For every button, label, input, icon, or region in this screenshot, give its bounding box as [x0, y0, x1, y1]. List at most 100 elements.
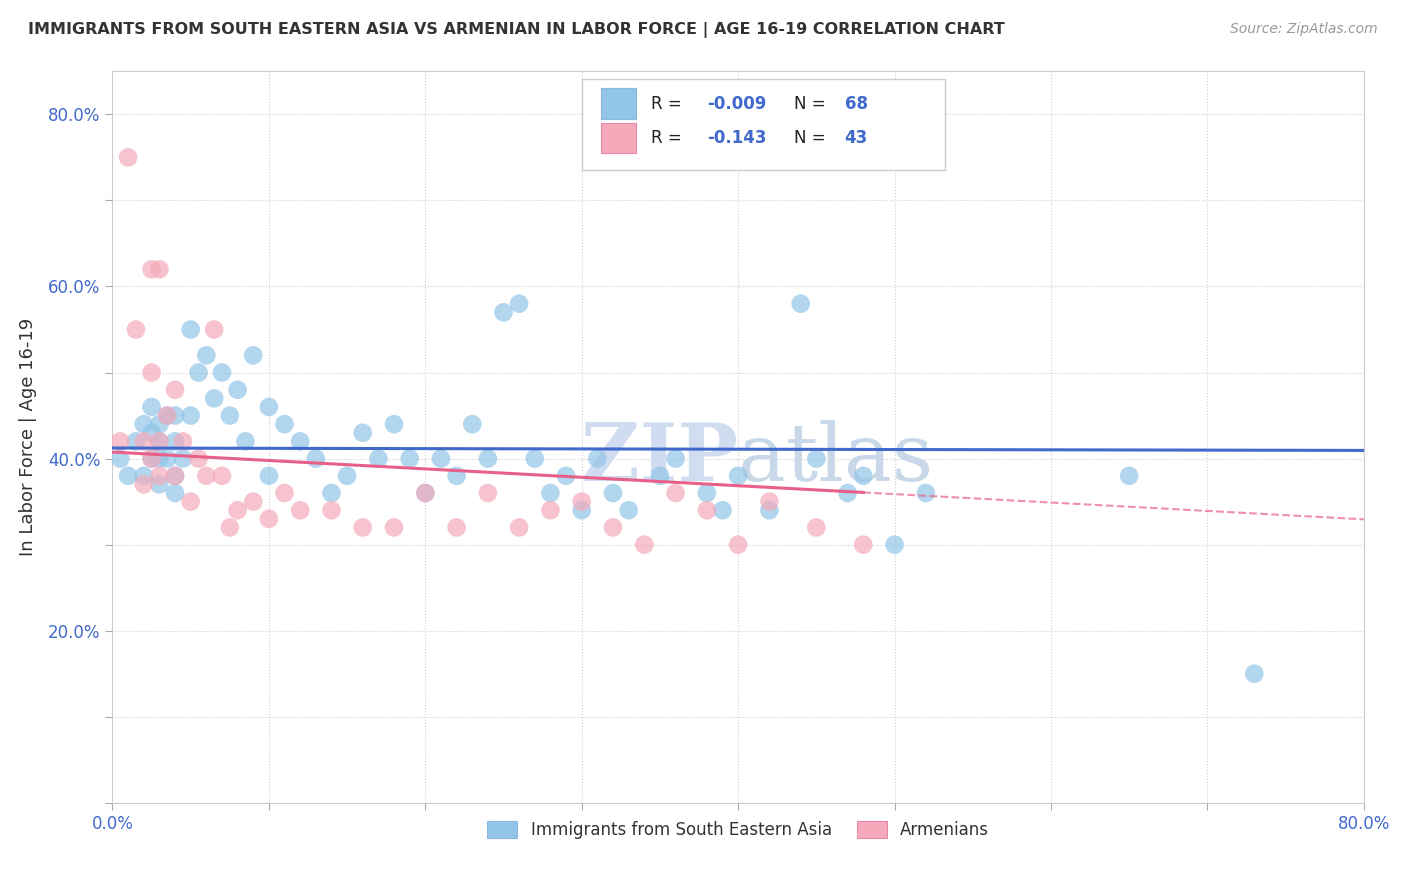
Point [696, 486, 718, 500]
Point [540, 486, 562, 500]
Point [125, 322, 148, 336]
Point [852, 468, 875, 483]
Point [242, 494, 264, 508]
Point [711, 503, 734, 517]
Point [382, 417, 405, 432]
Point [156, 409, 179, 423]
Point [555, 468, 578, 483]
Legend: Immigrants from South Eastern Asia, Armenians: Immigrants from South Eastern Asia, Arme… [481, 814, 995, 846]
Point [195, 348, 218, 362]
Text: N =: N = [794, 95, 831, 112]
Point [180, 409, 202, 423]
Point [696, 503, 718, 517]
Point [273, 486, 295, 500]
Point [180, 494, 202, 508]
Point [132, 417, 155, 432]
Point [141, 366, 163, 380]
Point [727, 538, 749, 552]
Point [257, 512, 280, 526]
Point [382, 520, 405, 534]
Point [883, 538, 905, 552]
Point [806, 520, 828, 534]
FancyBboxPatch shape [582, 78, 945, 170]
Point [446, 520, 468, 534]
Point [477, 451, 499, 466]
Text: -0.009: -0.009 [707, 95, 766, 112]
Point [305, 451, 328, 466]
Point [617, 503, 640, 517]
Point [117, 468, 139, 483]
Point [290, 434, 312, 449]
Point [132, 477, 155, 491]
Point [571, 494, 593, 508]
Point [148, 262, 170, 277]
Point [163, 468, 186, 483]
Point [110, 434, 132, 449]
Point [290, 503, 312, 517]
Point [352, 425, 374, 440]
Point [242, 348, 264, 362]
Point [163, 409, 186, 423]
Point [202, 392, 225, 406]
Point [125, 434, 148, 449]
Point [257, 468, 280, 483]
Point [664, 451, 686, 466]
Point [235, 434, 257, 449]
Point [202, 322, 225, 336]
Point [148, 417, 170, 432]
Point [508, 296, 530, 310]
Point [273, 417, 295, 432]
Point [790, 296, 813, 310]
Text: N =: N = [794, 129, 831, 147]
Point [148, 434, 170, 449]
Point [226, 383, 249, 397]
Point [148, 434, 170, 449]
Point [758, 494, 780, 508]
Text: R =: R = [651, 129, 686, 147]
Point [163, 434, 186, 449]
Point [571, 503, 593, 517]
Point [148, 468, 170, 483]
Point [806, 451, 828, 466]
Point [110, 451, 132, 466]
Point [172, 451, 194, 466]
Point [257, 400, 280, 414]
Point [163, 383, 186, 397]
Point [398, 451, 420, 466]
Point [415, 486, 437, 500]
Point [141, 262, 163, 277]
Point [1243, 666, 1265, 681]
Text: -0.143: -0.143 [707, 129, 766, 147]
Point [163, 468, 186, 483]
FancyBboxPatch shape [600, 88, 636, 119]
Point [523, 451, 546, 466]
Point [141, 451, 163, 466]
Point [172, 434, 194, 449]
Point [132, 468, 155, 483]
Point [226, 503, 249, 517]
Point [141, 400, 163, 414]
Point [837, 486, 859, 500]
Point [602, 520, 624, 534]
Point [148, 477, 170, 491]
Point [211, 366, 233, 380]
Point [586, 451, 609, 466]
Text: 68: 68 [845, 95, 868, 112]
Point [321, 503, 343, 517]
Point [148, 451, 170, 466]
Point [1118, 468, 1140, 483]
Point [180, 322, 202, 336]
Point [633, 538, 655, 552]
Point [602, 486, 624, 500]
Point [336, 468, 359, 483]
Point [648, 468, 671, 483]
Point [218, 409, 240, 423]
Point [156, 409, 179, 423]
Point [446, 468, 468, 483]
Text: 43: 43 [845, 129, 868, 147]
Point [187, 451, 209, 466]
Point [477, 486, 499, 500]
Point [540, 503, 562, 517]
Y-axis label: In Labor Force | Age 16-19: In Labor Force | Age 16-19 [20, 318, 37, 557]
Point [156, 451, 179, 466]
